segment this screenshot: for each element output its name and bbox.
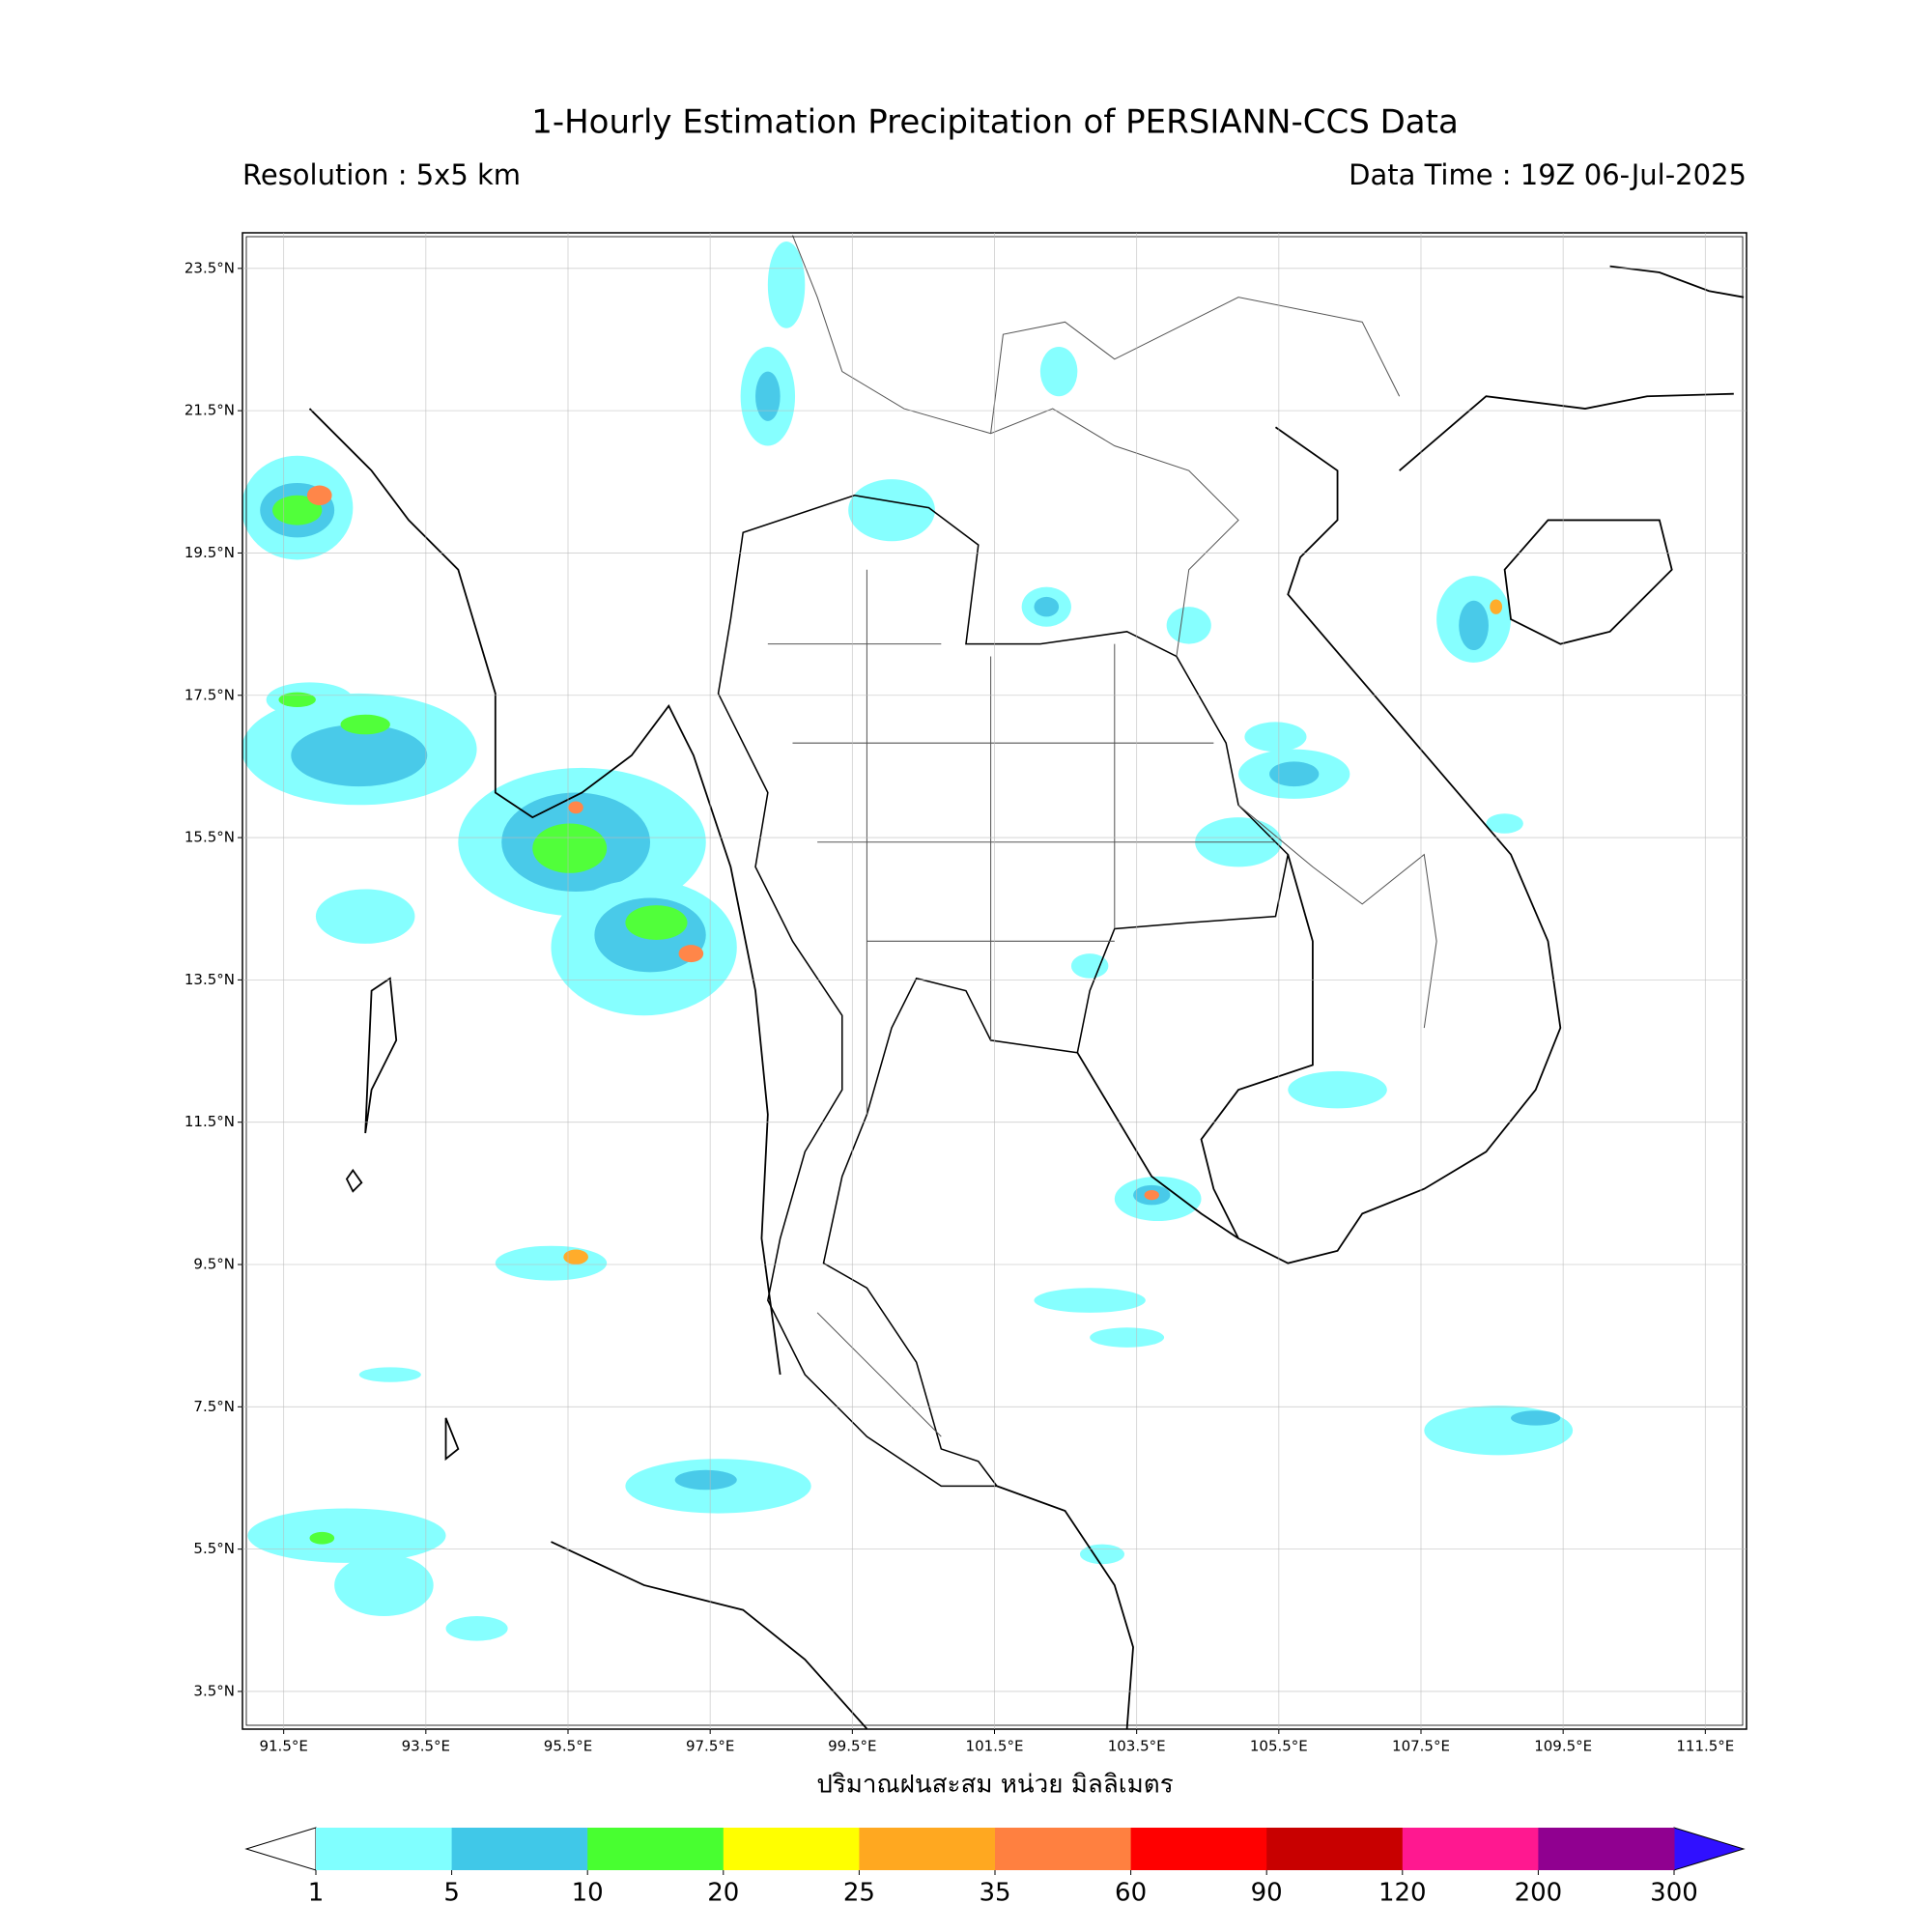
lon-tick-label: 93.5°E <box>402 1738 450 1755</box>
china-coast <box>1399 265 1745 471</box>
lon-tick-label: 97.5°E <box>686 1738 734 1755</box>
colorbar-box <box>1402 1828 1539 1870</box>
map-layers <box>242 235 1745 1729</box>
lat-tick-label: 11.5°N <box>185 1113 235 1130</box>
colorbar-box <box>316 1828 453 1870</box>
colorbar-label: 300 <box>1650 1879 1698 1908</box>
title: 1-Hourly Estimation Precipitation of PER… <box>531 103 1459 142</box>
colorbar-over <box>1673 1827 1746 1871</box>
lat-tick-label: 7.5°N <box>193 1398 235 1415</box>
lon-tick-label: 91.5°E <box>259 1738 307 1755</box>
lat-tick-label: 23.5°N <box>185 259 235 276</box>
lat-tick-label: 21.5°N <box>185 402 235 419</box>
colorbar-box <box>1266 1828 1404 1870</box>
rain-areas <box>242 241 1574 1641</box>
lon-tick-label: 103.5°E <box>1108 1738 1166 1755</box>
lon-tick-label: 107.5°E <box>1392 1738 1450 1755</box>
country-borders <box>792 235 1437 1029</box>
colorbar-label: 120 <box>1378 1879 1427 1908</box>
colorbar-label: 20 <box>707 1879 739 1908</box>
hainan <box>1503 519 1673 645</box>
colorbar-box <box>995 1828 1132 1870</box>
lon-tick-label: 109.5°E <box>1534 1738 1592 1755</box>
colorbar-box <box>587 1828 724 1870</box>
cambodia-coast <box>1076 1052 1239 1239</box>
colorbar-label: 10 <box>572 1879 604 1908</box>
province-lines <box>767 569 1276 1437</box>
colorbar-label: 1 <box>308 1879 325 1908</box>
lat-tick-label: 5.5°N <box>193 1540 235 1557</box>
colorbar-label: 25 <box>843 1879 875 1908</box>
lon-tick-label: 105.5°E <box>1250 1738 1308 1755</box>
lat-tick-label: 3.5°N <box>193 1682 235 1699</box>
lat-tick-label: 17.5°N <box>185 686 235 703</box>
lon-tick-label: 95.5°E <box>544 1738 592 1755</box>
colorbar-box <box>451 1828 588 1870</box>
colorbar-box <box>723 1828 860 1870</box>
myanmar-coast <box>308 408 781 1376</box>
lon-tick-label: 111.5°E <box>1676 1738 1734 1755</box>
colorbar-label: 90 <box>1251 1879 1283 1908</box>
colorbar-box <box>859 1828 996 1870</box>
colorbar-box <box>1538 1828 1675 1870</box>
malaysia-coast <box>996 1485 1134 1729</box>
lon-tick-label: 101.5°E <box>966 1738 1024 1755</box>
thailand-outline <box>717 495 1290 1488</box>
lon-tick-label: 99.5°E <box>828 1738 876 1755</box>
lat-tick-label: 15.5°N <box>185 829 235 846</box>
colorbar-box <box>1130 1828 1267 1870</box>
lat-tick-label: 19.5°N <box>185 544 235 561</box>
colorbar-label: 200 <box>1515 1879 1563 1908</box>
colorbar-label: 5 <box>443 1879 460 1908</box>
colorbar-label: 35 <box>979 1879 1010 1908</box>
data-time: Data Time : 19Z 06-Jul-2025 <box>1349 158 1747 191</box>
colorbar-under <box>244 1827 317 1871</box>
lat-tick-label: 9.5°N <box>193 1256 235 1273</box>
lat-tick-label: 13.5°N <box>185 971 235 988</box>
map-area <box>242 235 1745 1729</box>
x-label: ปริมาณฝนสะสม หน่วย มิลลิเมตร <box>816 1771 1173 1800</box>
vietnam-coast <box>1200 426 1562 1264</box>
colorbar-label: 60 <box>1115 1879 1147 1908</box>
andaman-islands <box>345 977 460 1462</box>
sumatra-coast <box>551 1541 868 1729</box>
resolution: Resolution : 5x5 km <box>242 158 521 191</box>
